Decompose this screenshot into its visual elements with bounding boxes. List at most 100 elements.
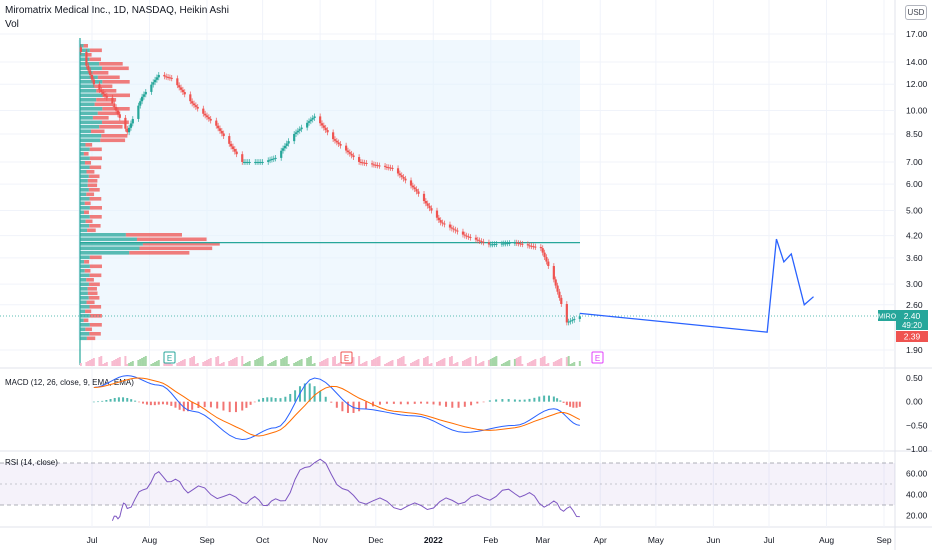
macd-label[interactable]: MACD (12, 26, close, 9, EMA, EMA) — [5, 378, 134, 387]
volume-indicator-label[interactable]: Vol — [5, 19, 19, 30]
macd-hist-bar — [385, 401, 388, 404]
currency-button[interactable]: USD — [905, 5, 927, 20]
volume-bar — [410, 363, 413, 366]
volume-bar — [411, 362, 414, 366]
profile-bar-up — [80, 287, 88, 291]
price-tick-label: 1.90 — [906, 345, 923, 355]
time-tick-label: Aug — [142, 535, 157, 545]
candle-body — [209, 118, 212, 121]
rsi-label[interactable]: RSI (14, close) — [5, 458, 58, 467]
macd-hist-bar — [569, 401, 572, 407]
candle-body — [103, 93, 107, 96]
volume-bar — [233, 358, 236, 366]
volume-bar — [578, 361, 581, 366]
volume-bar — [545, 364, 548, 366]
candle-body — [270, 159, 274, 161]
candle-body — [307, 121, 311, 123]
volume-bar — [313, 363, 316, 366]
candle-body — [398, 173, 402, 176]
candle-body — [196, 106, 199, 109]
candle-body — [220, 130, 223, 134]
candle-body — [402, 176, 405, 179]
volume-bar — [230, 360, 233, 366]
volume-bar — [267, 364, 270, 366]
macd-hist-bar — [420, 401, 423, 404]
macd-hist-bar — [109, 399, 112, 402]
volume-bar — [254, 360, 257, 366]
volume-profile — [80, 44, 220, 341]
macd-hist-bar — [157, 401, 160, 405]
macd-hist-bar — [122, 397, 125, 402]
candle-body — [348, 152, 351, 154]
profile-bar-down — [92, 116, 109, 120]
volume-bar — [552, 362, 555, 366]
volume-bar — [571, 363, 574, 366]
profile-bar-down — [87, 183, 98, 188]
candle-body — [435, 210, 439, 218]
candle-body — [90, 75, 94, 80]
profile-bar-down — [97, 111, 120, 116]
candle-body — [139, 101, 142, 106]
volume-bar — [319, 362, 322, 366]
candle-body — [337, 142, 340, 145]
volume-bar — [178, 362, 181, 366]
volume-bar — [491, 358, 494, 366]
event-marker-earnings[interactable]: E — [340, 351, 353, 364]
candle-body — [437, 217, 440, 221]
volume-bar — [534, 359, 537, 366]
volume-bar — [389, 361, 392, 366]
candle-body — [102, 91, 105, 94]
volume-bar — [272, 361, 275, 366]
macd-hist-bar — [153, 401, 156, 406]
volume-bar — [469, 357, 472, 366]
macd-hist-bar — [463, 401, 466, 407]
profile-bar-up — [80, 120, 102, 125]
macd-hist-bar — [113, 397, 116, 402]
profile-bar-down — [84, 269, 91, 273]
event-marker-earnings[interactable]: E — [591, 351, 604, 364]
candle-body — [137, 105, 140, 119]
volume-bar — [220, 363, 223, 366]
macd-hist-bar — [241, 401, 244, 411]
volume-bar — [558, 359, 561, 366]
volume-bar — [530, 361, 533, 366]
macd-hist-bar — [234, 401, 237, 413]
candle-body — [565, 304, 568, 323]
volume-bar — [541, 357, 544, 366]
macd-hist-bar — [523, 399, 526, 402]
volume-bar — [270, 362, 273, 366]
time-axis[interactable]: Jul Aug Sep Oct Nov Dec 2022 Feb Mar Apr May Jun Jul… — [87, 535, 892, 545]
volume-bar — [371, 360, 374, 366]
volume-bar — [193, 356, 196, 366]
volume-bar — [218, 364, 221, 366]
candle-body — [545, 257, 548, 262]
time-tick-label: Nov — [313, 535, 329, 545]
candle-body — [370, 163, 374, 165]
macd-hist-bar — [186, 401, 189, 412]
volume-bar — [257, 358, 260, 366]
volume-bar — [478, 363, 481, 366]
volume-bar — [189, 358, 192, 366]
price-axis[interactable]: 17.00 14.00 12.00 10.00 8.50 7.00 6.00 5.00 4.20… — [906, 29, 928, 355]
volume-bar — [465, 359, 468, 366]
volume-bar — [489, 359, 492, 366]
volume-bar — [504, 362, 507, 366]
candle-body — [165, 76, 168, 78]
candle-body — [428, 205, 431, 209]
profile-bar-up — [80, 215, 90, 219]
candle-body — [326, 130, 329, 133]
macd-hist-bar — [426, 401, 429, 404]
profile-bar-down — [86, 336, 96, 341]
rsi-tick-label: 20.00 — [906, 511, 928, 521]
candle-body — [268, 159, 272, 161]
macd-hist-bar — [556, 398, 559, 402]
event-marker-earnings[interactable]: E — [163, 351, 176, 364]
symbol-title[interactable]: Miromatrix Medical Inc., 1D, NASDAQ, Hei… — [5, 5, 229, 16]
volume-bar — [91, 359, 93, 366]
candle-body — [85, 51, 88, 66]
projection-drawing[interactable] — [579, 238, 814, 333]
candle-body — [124, 117, 127, 129]
volume-bar — [456, 362, 459, 366]
time-tick-label: Sep — [876, 535, 891, 545]
